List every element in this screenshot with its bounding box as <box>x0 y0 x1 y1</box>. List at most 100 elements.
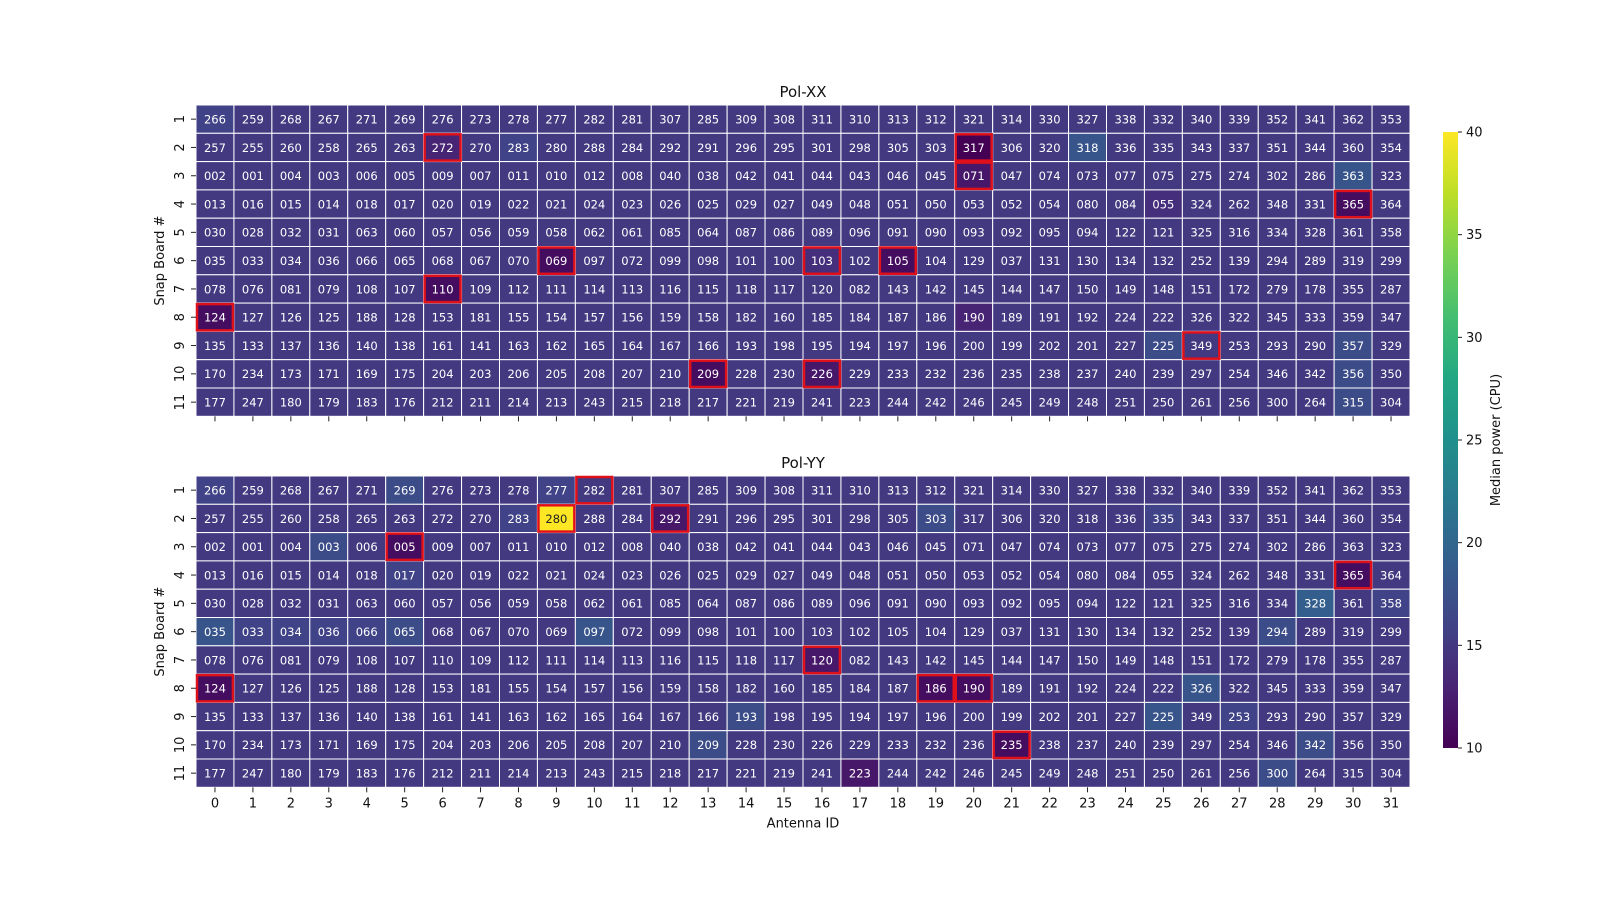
heatmap-cell <box>650 645 690 675</box>
cell-label: 076 <box>242 653 264 667</box>
cell-label: 245 <box>1001 395 1023 409</box>
cell-label: 310 <box>849 112 871 126</box>
cell-label: 266 <box>204 483 226 497</box>
heatmap-cell <box>992 588 1032 619</box>
cell-label: 025 <box>697 568 719 582</box>
cell-label: 175 <box>394 738 416 752</box>
cell-label: 170 <box>204 367 226 381</box>
x-tick-label: 23 <box>1079 796 1096 811</box>
cell-label: 042 <box>735 540 757 554</box>
cell-label: 188 <box>356 311 378 325</box>
heatmap-cell <box>764 475 804 505</box>
cell-label: 198 <box>773 339 795 353</box>
heatmap-cell <box>954 302 994 332</box>
cell-label: 355 <box>1342 282 1364 296</box>
cell-label: 266 <box>204 112 226 126</box>
heatmap-cell <box>1143 246 1183 276</box>
cell-label: 200 <box>963 339 985 353</box>
heatmap-cell <box>1333 330 1373 361</box>
heatmap-cell <box>916 217 956 247</box>
flag-box <box>195 302 235 332</box>
heatmap-cell <box>688 161 728 191</box>
cell-label: 215 <box>621 766 643 780</box>
cell-label: 134 <box>1114 625 1136 639</box>
heatmap-cell <box>1219 673 1259 703</box>
cell-label: 120 <box>811 282 833 296</box>
cell-label: 295 <box>773 512 795 526</box>
cell-label: 348 <box>1266 197 1288 211</box>
cell-label: 058 <box>545 597 567 611</box>
cell-label: 028 <box>242 226 264 240</box>
heatmap-cell <box>916 104 956 134</box>
heatmap-cell <box>802 104 842 134</box>
cell-label: 049 <box>811 568 833 582</box>
colorbar-tick-label: 35 <box>1466 228 1483 243</box>
cell-label: 022 <box>507 568 529 582</box>
heatmap-cell <box>233 475 273 505</box>
y-tick-label: 3 <box>173 172 188 180</box>
cell-label: 361 <box>1342 226 1364 240</box>
cell-label: 276 <box>432 112 454 126</box>
heatmap-cell <box>764 132 804 163</box>
cell-label: 277 <box>545 112 567 126</box>
cell-label: 116 <box>659 282 681 296</box>
cell-label: 026 <box>659 197 681 211</box>
heatmap-cell <box>954 617 994 647</box>
cell-label: 299 <box>1380 625 1402 639</box>
heatmap-cell <box>612 217 652 247</box>
cell-label: 142 <box>925 282 947 296</box>
cell-label: 181 <box>470 682 492 696</box>
cell-label: 275 <box>1190 169 1212 183</box>
cell-label: 285 <box>697 112 719 126</box>
cell-label: 342 <box>1304 738 1326 752</box>
cell-label: 177 <box>204 766 226 780</box>
cell-label: 318 <box>1077 141 1099 155</box>
cell-label: 256 <box>1228 395 1250 409</box>
cell-label: 179 <box>318 766 340 780</box>
cell-label: 238 <box>1039 367 1061 381</box>
heatmap-cell <box>574 503 614 534</box>
cell-label: 324 <box>1190 197 1212 211</box>
x-tick-label: 5 <box>401 796 409 811</box>
cell-label: 313 <box>887 112 909 126</box>
cell-label: 247 <box>242 766 264 780</box>
heatmap-cell <box>764 189 804 219</box>
heatmap-cell <box>499 189 538 219</box>
cell-label: 194 <box>849 710 871 724</box>
heatmap-cell <box>195 246 235 276</box>
heatmap-cell <box>347 645 387 675</box>
heatmap-cell <box>954 387 994 417</box>
heatmap-cell <box>309 161 349 191</box>
heatmap-cell <box>1371 730 1411 760</box>
x-tick-label: 27 <box>1231 796 1248 811</box>
flag-box <box>537 246 576 276</box>
cell-label: 065 <box>394 254 416 268</box>
cell-label: 215 <box>621 395 643 409</box>
cell-label: 171 <box>318 367 340 381</box>
heatmap-cell <box>992 246 1032 276</box>
panel-title-pol-yy: Pol-YY <box>781 454 826 472</box>
heatmap-cell <box>1371 588 1411 619</box>
heatmap-cell <box>1219 161 1259 191</box>
heatmap-cell <box>612 274 652 304</box>
heatmap-cell <box>650 217 690 247</box>
heatmap-cell <box>385 701 425 732</box>
flag-box <box>954 673 993 703</box>
cell-label: 288 <box>583 141 605 155</box>
cell-label: 302 <box>1266 169 1288 183</box>
cell-label: 124 <box>204 311 226 325</box>
cell-label: 226 <box>811 367 833 381</box>
cell-label: 359 <box>1342 311 1364 325</box>
cell-label: 195 <box>811 710 833 724</box>
cell-label: 064 <box>697 226 719 240</box>
cell-label: 252 <box>1190 625 1212 639</box>
heatmap-cell <box>726 246 766 276</box>
cell-label: 291 <box>697 141 719 155</box>
cell-label: 250 <box>1152 395 1174 409</box>
heatmap-cell <box>1068 274 1107 304</box>
panel-pol-xx: Pol-XX 266 259 268 267 271 269 276 273 278 277 282… <box>153 83 1411 422</box>
cell-label: 298 <box>849 141 871 155</box>
cell-label: 125 <box>318 682 340 696</box>
cell-label: 102 <box>849 254 871 268</box>
heatmap-cell <box>878 387 918 417</box>
